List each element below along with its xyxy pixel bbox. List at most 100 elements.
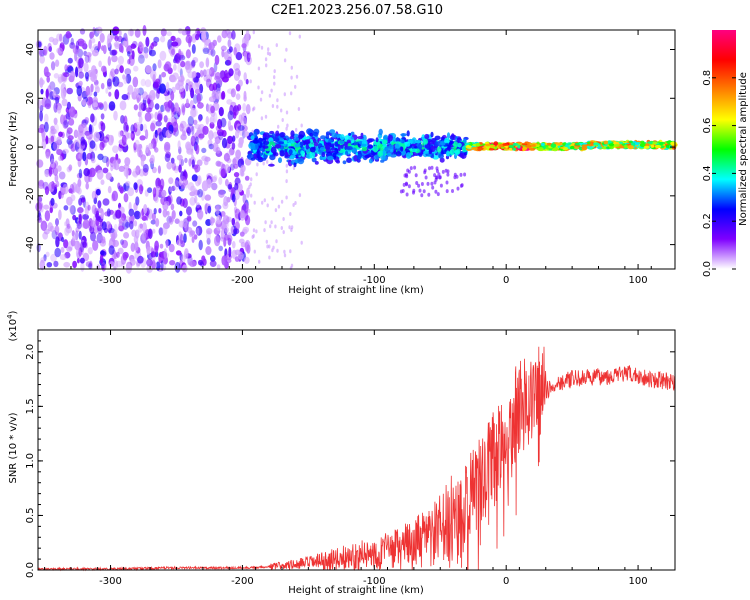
spectrogram-cell bbox=[157, 59, 162, 69]
spectrogram-cell bbox=[60, 246, 65, 253]
spectrogram-cell bbox=[150, 219, 156, 225]
spectrogram-cell bbox=[84, 205, 89, 216]
spectrogram-cell bbox=[351, 147, 357, 154]
spectrogram-cell bbox=[394, 143, 401, 149]
spectrogram-cell bbox=[180, 158, 184, 167]
spectrogram-cell bbox=[615, 142, 620, 145]
spectrogram-cell bbox=[424, 133, 430, 140]
spectrogram-cell bbox=[469, 143, 473, 146]
spectrogram-cell bbox=[112, 26, 120, 35]
snr-y-label: SNR (10 * v/v) bbox=[8, 412, 19, 483]
spectrogram-cell bbox=[173, 165, 180, 171]
spectrogram-cell bbox=[149, 89, 156, 101]
spectrogram-cell bbox=[129, 220, 134, 230]
spectrogram-cell bbox=[208, 130, 214, 141]
spectrogram-cell bbox=[446, 150, 450, 157]
spectrogram-cell bbox=[94, 86, 100, 94]
spectrogram-cell bbox=[89, 31, 95, 39]
spectrogram-cell bbox=[191, 159, 195, 168]
spectrogram-cell bbox=[192, 220, 198, 227]
y-tick-label: 2.0 bbox=[25, 344, 36, 360]
spectrogram-cell bbox=[427, 192, 431, 197]
spectrogram-cell bbox=[100, 122, 106, 132]
spectrogram-cell bbox=[69, 183, 75, 195]
spectrogram-cell bbox=[123, 219, 128, 225]
spectrogram-cell bbox=[256, 162, 259, 167]
colorbar-ticks: 0.0 0.2 0.4 0.6 0.8 bbox=[702, 70, 736, 277]
spectrogram-cell bbox=[292, 136, 300, 142]
spectrogram-cell bbox=[250, 193, 253, 198]
spectrogram-cell bbox=[319, 146, 326, 151]
spectrogram-cell bbox=[194, 136, 199, 145]
spectrogram-cell bbox=[186, 143, 192, 154]
spectrogram-cell bbox=[54, 247, 61, 258]
spectrogram-cell bbox=[439, 157, 445, 163]
spectrogram-cell bbox=[445, 180, 449, 185]
spectrogram-cell bbox=[43, 228, 50, 235]
spectrogram-cell bbox=[395, 151, 402, 157]
spectrogram-cell bbox=[170, 157, 175, 164]
spectrogram-cell bbox=[294, 201, 297, 205]
spectrogram-cell bbox=[123, 232, 130, 239]
spectrogram-cell bbox=[84, 201, 90, 211]
spectrogram-cell bbox=[670, 141, 677, 146]
spectrogram-cell bbox=[146, 258, 153, 267]
spectrogram-cell bbox=[133, 87, 138, 98]
spectrogram-cell bbox=[163, 115, 168, 123]
spectrogram-cell bbox=[250, 145, 256, 150]
spectrogram-cell bbox=[639, 142, 647, 148]
spectrogram-cell bbox=[111, 231, 116, 243]
spectrogram-cell bbox=[215, 72, 221, 80]
spectrogram-cell bbox=[325, 133, 330, 140]
spectrogram-cell bbox=[114, 68, 119, 75]
snr-x-ticks: -300 -200 -100 0 100 bbox=[44, 330, 652, 587]
spectrogram-cell bbox=[150, 154, 155, 165]
spectrogram-cell bbox=[278, 141, 285, 145]
spectrogram-cell bbox=[428, 166, 431, 171]
spectrogram-cell bbox=[373, 140, 380, 146]
spectrogram-cell bbox=[64, 64, 68, 72]
spectrogram-cell bbox=[575, 142, 580, 146]
spectrogram-cell bbox=[205, 116, 209, 125]
spectrogram-cell bbox=[89, 140, 96, 149]
spectrogram-cell bbox=[245, 78, 249, 85]
spectrogram-cell bbox=[187, 115, 194, 127]
spectrogram-cell bbox=[237, 125, 245, 131]
spectrogram-cell bbox=[110, 165, 114, 172]
spectrogram-cell bbox=[263, 140, 270, 146]
spectrogram-cell bbox=[272, 245, 275, 250]
spectrogram-cell bbox=[289, 212, 292, 216]
spectrogram-cell bbox=[406, 168, 410, 173]
spectrogram-cell bbox=[257, 44, 261, 49]
spectrogram-cell bbox=[164, 153, 171, 162]
spectrogram-cell bbox=[150, 69, 157, 80]
spectrogram-cell bbox=[143, 123, 147, 133]
spectrogram-cell bbox=[134, 121, 141, 129]
spectrogram-cell bbox=[244, 157, 252, 166]
spectrogram-cell bbox=[36, 159, 44, 168]
spectrogram-cell bbox=[179, 233, 184, 245]
spectrogram-cell bbox=[130, 43, 137, 49]
spectrogram-cell bbox=[271, 133, 276, 139]
spectrogram-cell bbox=[77, 38, 85, 45]
spectrogram-cell bbox=[226, 216, 232, 223]
spectrogram-cell bbox=[221, 255, 227, 266]
spectrogram-cell bbox=[107, 185, 112, 194]
spectrogram-cell bbox=[260, 116, 264, 121]
spectrogram-cell bbox=[76, 85, 83, 97]
spectrogram-cell bbox=[654, 144, 662, 149]
spectrogram-cell bbox=[43, 45, 48, 57]
spectrogram-cell bbox=[41, 138, 47, 150]
spectrogram-cell bbox=[127, 28, 135, 37]
spectrogram-cell bbox=[114, 89, 120, 100]
spectrogram-cell bbox=[251, 107, 255, 112]
spectrogram-cell bbox=[170, 35, 176, 42]
spectrogram-cell bbox=[138, 223, 143, 233]
spectrogram-cell bbox=[259, 97, 263, 102]
spectrogram-cell bbox=[103, 101, 108, 112]
spectrogram-cell bbox=[125, 180, 131, 186]
spectrogram-cell bbox=[283, 253, 287, 258]
spectrogram-cell bbox=[216, 161, 224, 167]
spectrogram-cell bbox=[405, 152, 412, 159]
spectrogram-cell bbox=[578, 146, 583, 151]
